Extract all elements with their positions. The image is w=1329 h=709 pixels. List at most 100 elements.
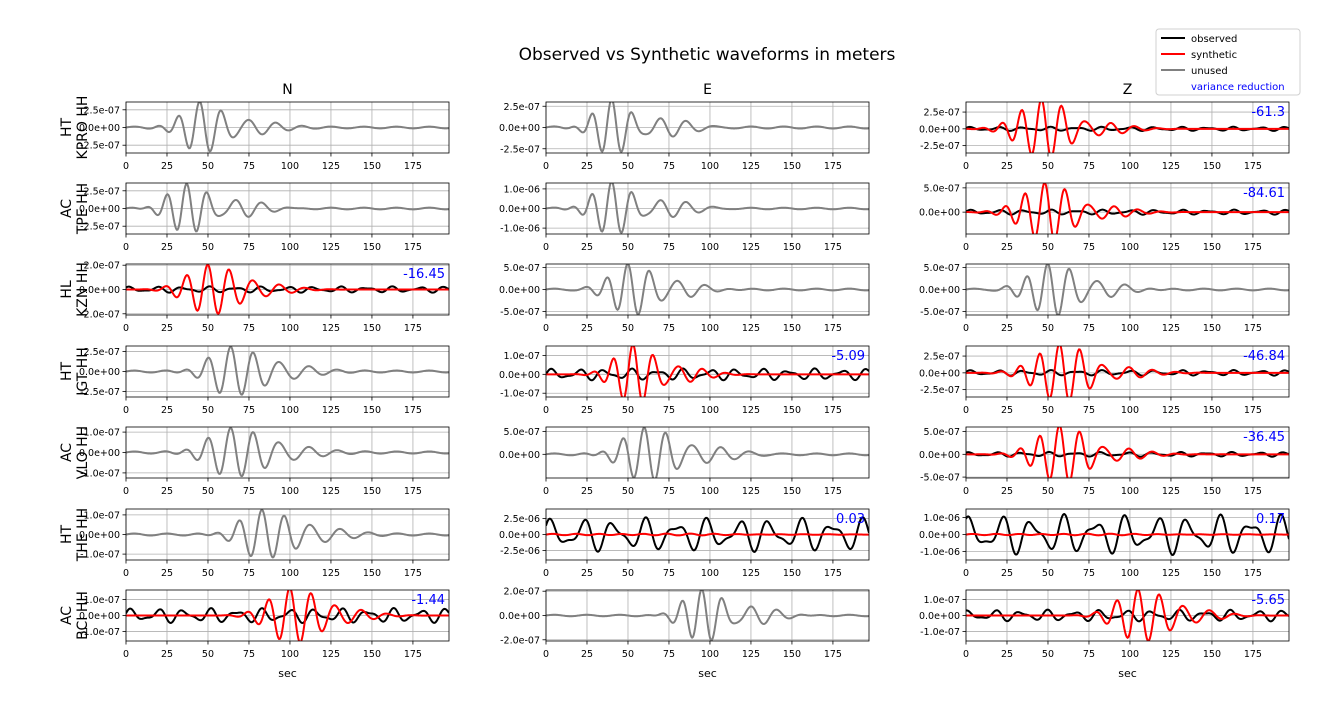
x-tick-label: 0 (543, 486, 549, 497)
panel-z-1: 5.0e-07 0.0e+00 0 25 50 75 100 125 150 175 -84.61 (919, 182, 1290, 253)
x-tick-label: 25 (161, 323, 173, 334)
x-tick-label: 25 (1001, 242, 1013, 253)
unused-trace (546, 264, 869, 315)
x-tick-label: 125 (1162, 486, 1180, 497)
y-tick-label: 0.0e+00 (499, 530, 540, 541)
x-tick-label: 50 (202, 568, 214, 579)
x-tick-label: 175 (1244, 242, 1262, 253)
y-tick-label: 1.0e-06 (924, 513, 960, 524)
x-tick-label: 0 (963, 568, 969, 579)
axes-frame (965, 426, 1290, 479)
y-tick-label: 5.0e-07 (924, 263, 960, 274)
x-tick-label: 175 (1244, 486, 1262, 497)
synthetic-trace (126, 264, 449, 315)
x-tick-label: 150 (363, 568, 381, 579)
x-tick-label: 150 (783, 161, 801, 172)
x-tick-label: 100 (701, 649, 719, 660)
station-code: BCI HH (75, 591, 91, 640)
x-axis-label: sec (698, 667, 717, 680)
legend-label-variance-reduction: variance reduction (1191, 82, 1285, 93)
observed-trace (966, 450, 1289, 458)
station-network: AC (59, 199, 75, 218)
x-tick-label: 50 (1042, 323, 1054, 334)
x-tick-label: 100 (701, 486, 719, 497)
x-tick-label: 175 (404, 242, 422, 253)
x-tick-label: 50 (202, 486, 214, 497)
synthetic-trace (966, 532, 1289, 537)
y-tick-label: -2.5e-07 (80, 222, 120, 233)
x-axis-label: sec (278, 667, 297, 680)
x-tick-label: 175 (1244, 405, 1262, 416)
station-code: TPE HH (75, 183, 91, 235)
x-tick-label: 100 (281, 161, 299, 172)
y-tick-label: -1.0e-07 (80, 468, 120, 479)
x-tick-label: 100 (281, 486, 299, 497)
panel-n-3: 2.5e-07 0.0e+00 -2.5e-070 25 50 75 100 125 150 17… (79, 345, 450, 416)
x-tick-label: 75 (243, 323, 255, 334)
x-tick-label: 175 (824, 161, 842, 172)
y-tick-label: 0.0e+00 (499, 285, 540, 296)
x-tick-label: 0 (543, 161, 549, 172)
variance-reduction-value: -61.3 (1251, 105, 1285, 120)
x-tick-label: 75 (243, 649, 255, 660)
y-tick-label: 0.0e+00 (499, 370, 540, 381)
x-tick-label: 125 (742, 323, 760, 334)
station-network: HT (59, 362, 75, 382)
x-tick-label: 150 (363, 405, 381, 416)
x-tick-label: 150 (1203, 649, 1221, 660)
x-tick-label: 100 (701, 405, 719, 416)
station-code: THE HH (75, 508, 91, 562)
x-tick-label: 25 (581, 486, 593, 497)
observed-trace (966, 125, 1289, 132)
station-label-4: AC VLO HH (59, 426, 91, 479)
y-tick-label: 2.5e-07 (504, 102, 540, 113)
panel-e-2: 5.0e-07 0.0e+00 -5.0e-070 25 50 75 100 125 150 17… (499, 263, 870, 334)
x-tick-label: 100 (1121, 242, 1139, 253)
x-tick-label: 150 (363, 323, 381, 334)
x-tick-label: 100 (281, 405, 299, 416)
y-tick-label: 0.0e+00 (79, 448, 120, 459)
variance-reduction-value: -16.45 (403, 267, 445, 282)
y-tick-label: 1.0e-07 (504, 351, 540, 362)
x-tick-label: 0 (123, 486, 129, 497)
x-tick-label: 50 (1042, 161, 1054, 172)
x-tick-label: 25 (581, 242, 593, 253)
panel-e-0: 2.5e-07 0.0e+00 -2.5e-070 25 50 75 100 125 150 17… (499, 101, 870, 172)
variance-reduction-value: -84.61 (1243, 186, 1285, 201)
unused-trace (546, 427, 869, 478)
synthetic-trace (126, 590, 449, 641)
x-tick-label: 100 (701, 242, 719, 253)
x-tick-label: 175 (1244, 568, 1262, 579)
variance-reduction-value: -46.84 (1243, 349, 1285, 364)
x-tick-label: 75 (1083, 242, 1095, 253)
x-tick-label: 25 (161, 405, 173, 416)
panel-e-5: 2.5e-06 0.0e+00 -2.5e-060 25 50 75 100 125 150 17… (499, 508, 870, 579)
panel-z-6: 1.0e-07 0.0e+00 -1.0e-070 25 50 75 100 125 150 17… (919, 589, 1290, 660)
station-network: AC (59, 606, 75, 625)
panel-e-1: 1.0e-06 0.0e+00 -1.0e-060 25 50 75 100 125 150 17… (499, 182, 870, 253)
x-tick-label: 175 (404, 161, 422, 172)
panel-n-4: 1.0e-07 0.0e+00 -1.0e-070 25 50 75 100 125 150 17… (79, 426, 450, 497)
variance-reduction-value: -5.65 (1251, 593, 1285, 608)
y-tick-label: -1.0e-06 (920, 547, 960, 558)
station-network: HT (59, 525, 75, 545)
station-network: HT (59, 118, 75, 138)
y-tick-label: 1.0e-06 (504, 184, 540, 195)
x-tick-label: 50 (622, 649, 634, 660)
y-tick-label: 2.5e-06 (504, 514, 540, 525)
panel-n-0: 2.5e-07 0.0e+00 -2.5e-070 25 50 75 100 125 150 17… (79, 101, 450, 172)
station-label-0: HT KPRO HH (59, 96, 91, 160)
observed-trace (126, 285, 449, 294)
x-tick-label: 150 (783, 568, 801, 579)
x-tick-label: 50 (1042, 568, 1054, 579)
panel-n-5: 1.0e-07 0.0e+00 -1.0e-070 25 50 75 100 125 150 17… (79, 508, 450, 579)
synthetic-trace (966, 102, 1289, 153)
y-tick-label: -5.0e-07 (500, 307, 540, 318)
x-tick-label: 50 (202, 405, 214, 416)
synthetic-trace (966, 590, 1289, 641)
x-tick-label: 75 (663, 649, 675, 660)
y-tick-label: 1.0e-07 (84, 428, 120, 439)
synthetic-trace (966, 346, 1289, 397)
legend-label-unused: unused (1191, 66, 1228, 77)
unused-trace (966, 264, 1289, 315)
